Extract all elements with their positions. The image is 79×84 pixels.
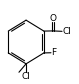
Text: F: F [51,48,56,57]
Text: Cl: Cl [22,71,30,81]
Text: Cl: Cl [62,27,71,36]
Text: O: O [49,14,56,23]
